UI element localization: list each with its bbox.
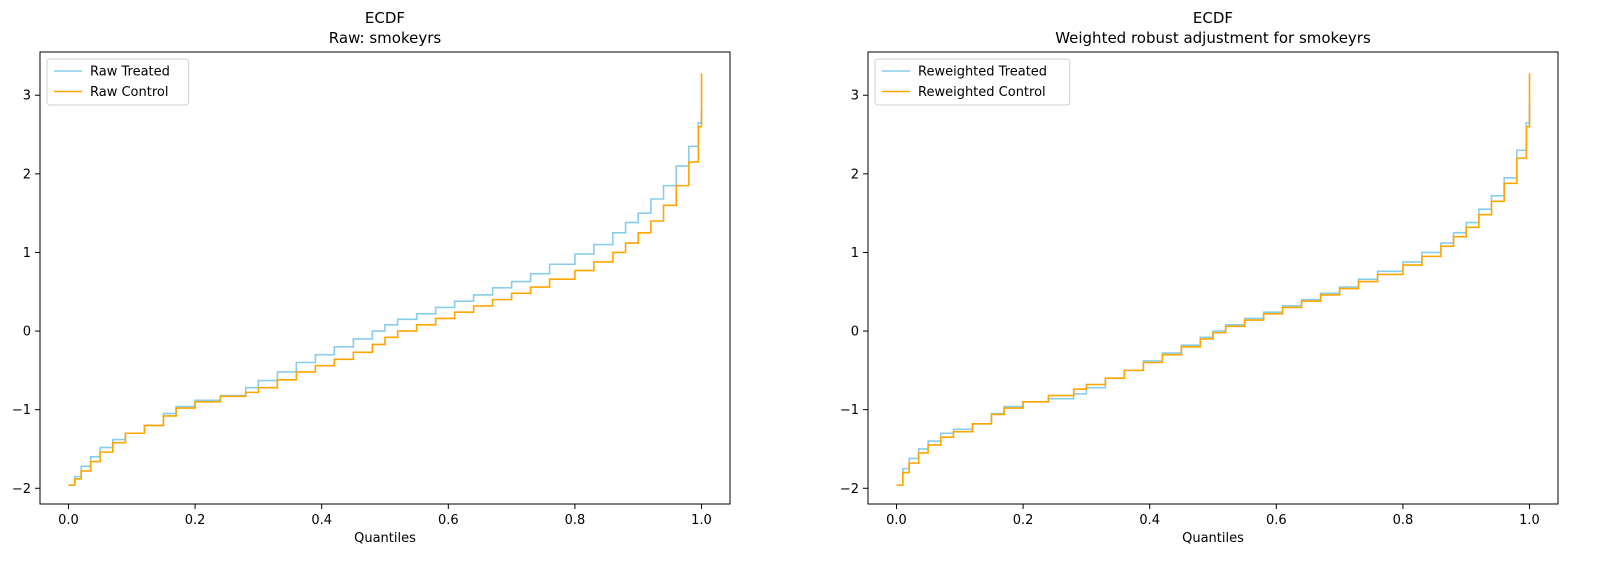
- chart-title: ECDF: [365, 9, 405, 27]
- x-tick-label: 0.2: [1013, 513, 1034, 528]
- y-tick-label: 1: [23, 246, 31, 261]
- x-tick-label: 0.8: [565, 513, 586, 528]
- chart-subtitle: Weighted robust adjustment for smokeyrs: [1055, 29, 1371, 47]
- x-tick-label: 1.0: [691, 513, 712, 528]
- y-tick-label: 0: [851, 325, 859, 340]
- x-tick-label: 0.2: [185, 513, 206, 528]
- x-tick-label: 0.8: [1393, 513, 1414, 528]
- series-line-treated: [896, 103, 1531, 486]
- y-tick-label: −2: [12, 482, 31, 497]
- legend: Raw Treated Raw Control: [46, 58, 190, 106]
- x-tick-label: 1.0: [1519, 513, 1540, 528]
- chart-title: ECDF: [1193, 9, 1233, 27]
- x-tick-label: 0.0: [58, 513, 79, 528]
- y-tick-label: −1: [12, 403, 31, 418]
- y-tick-label: 2: [851, 167, 859, 182]
- legend-label: Reweighted Control: [918, 85, 1046, 100]
- series-line-control: [68, 73, 703, 486]
- x-tick-label: 0.0: [886, 513, 907, 528]
- y-tick-label: 3: [851, 89, 859, 104]
- legend-label: Raw Control: [90, 85, 168, 100]
- legend-box: [874, 58, 1071, 106]
- ecdf-panel-raw: ECDF Raw: smokeyrs 0.0 0.2 0.4 0.6 0.8 1.0 −2 −1 0…: [12, 9, 731, 546]
- y-tick-label: −2: [840, 482, 859, 497]
- legend: Reweighted Treated Reweighted Control: [874, 58, 1071, 106]
- x-tick-label: 0.4: [1139, 513, 1160, 528]
- legend-label: Raw Treated: [90, 65, 170, 80]
- y-tick-label: 1: [851, 246, 859, 261]
- legend-label: Reweighted Treated: [918, 65, 1047, 80]
- x-tick-label: 0.4: [311, 513, 332, 528]
- chart-subtitle: Raw: smokeyrs: [329, 29, 442, 47]
- axes-frame: [867, 51, 1559, 505]
- legend-box: [46, 58, 190, 106]
- ecdf-panel-weighted: ECDF Weighted robust adjustment for smoke…: [840, 9, 1559, 546]
- y-tick-label: 0: [23, 325, 31, 340]
- y-tick-label: −1: [840, 403, 859, 418]
- x-tick-label: 0.6: [438, 513, 459, 528]
- x-axis-label: Quantiles: [1182, 531, 1244, 546]
- x-axis-label: Quantiles: [354, 531, 416, 546]
- y-tick-label: 3: [23, 89, 31, 104]
- series-line-control: [896, 73, 1531, 486]
- axes-frame: [39, 51, 731, 505]
- y-tick-label: 2: [23, 167, 31, 182]
- x-tick-label: 0.6: [1266, 513, 1287, 528]
- series-line-treated: [68, 107, 703, 486]
